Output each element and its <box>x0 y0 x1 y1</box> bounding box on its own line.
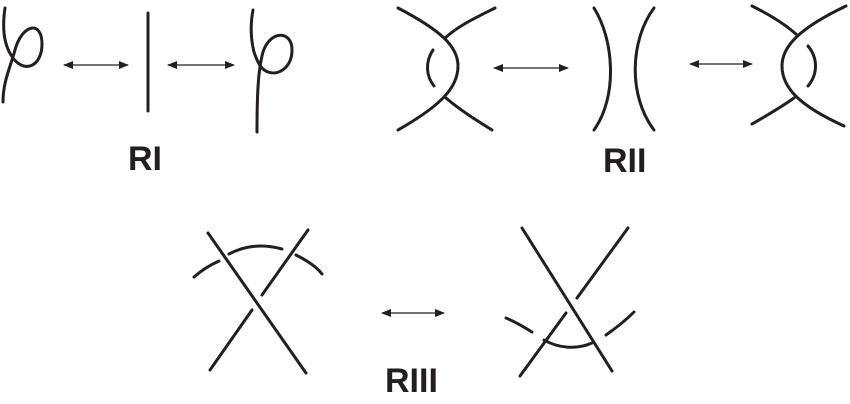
r1-right-kink-strand <box>249 8 294 134</box>
r2-label: RII <box>603 142 646 180</box>
r1-left-kink-strand <box>1 6 44 104</box>
r1-label: RI <box>128 140 162 178</box>
r1-group: RI <box>1 6 294 178</box>
r3-group: RIII <box>192 226 636 400</box>
r2-separated-strands <box>592 6 656 132</box>
r2-left-crossing <box>396 6 497 132</box>
r2-group: RII <box>396 4 848 180</box>
r3-left-configuration <box>192 228 324 375</box>
r3-right-configuration <box>504 226 636 378</box>
r3-label: RIII <box>385 362 438 400</box>
r2-right-crossing <box>750 4 848 128</box>
